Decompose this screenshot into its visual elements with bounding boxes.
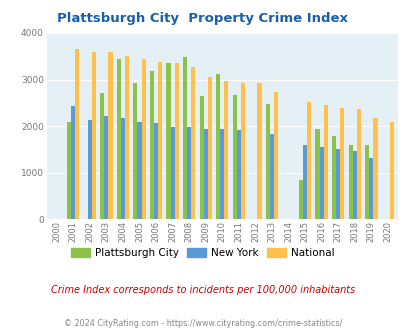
Bar (273, 92, 277, 219)
Text: © 2024 CityRating.com - https://www.cityrating.com/crime-statistics/: © 2024 CityRating.com - https://www.city… (64, 319, 341, 328)
Bar (215, 74, 220, 219)
Bar (265, 104, 269, 219)
Bar (257, 83, 261, 219)
Bar (199, 96, 203, 219)
Bar (335, 149, 339, 219)
Bar (236, 130, 240, 219)
Legend: Plattsburgh City, New York, National: Plattsburgh City, New York, National (67, 244, 338, 262)
Bar (170, 127, 174, 219)
Bar (220, 129, 224, 219)
Bar (389, 121, 393, 219)
Bar (191, 67, 195, 219)
Bar (92, 52, 96, 219)
Bar (369, 158, 373, 219)
Bar (373, 118, 377, 219)
Text: Plattsburgh City  Property Crime Index: Plattsburgh City Property Crime Index (58, 12, 347, 24)
Bar (348, 145, 352, 219)
Bar (315, 129, 319, 219)
Bar (339, 108, 343, 219)
Bar (187, 127, 191, 219)
Bar (71, 106, 75, 219)
Bar (240, 83, 245, 219)
Bar (224, 82, 228, 219)
Bar (158, 62, 162, 219)
Bar (302, 145, 307, 219)
Bar (141, 59, 145, 219)
Bar (116, 59, 121, 219)
Bar (364, 145, 369, 219)
Bar (67, 121, 71, 219)
Bar (125, 56, 129, 219)
Bar (100, 93, 104, 219)
Bar (323, 105, 327, 219)
Bar (166, 63, 170, 219)
Bar (108, 52, 112, 219)
Bar (298, 180, 302, 219)
Bar (203, 129, 207, 219)
Bar (232, 94, 236, 219)
Bar (149, 71, 153, 219)
Bar (104, 116, 108, 219)
Bar (174, 63, 178, 219)
Bar (319, 147, 323, 219)
Bar (87, 120, 92, 219)
Bar (121, 118, 125, 219)
Bar (137, 121, 141, 219)
Text: Crime Index corresponds to incidents per 100,000 inhabitants: Crime Index corresponds to incidents per… (51, 285, 354, 295)
Bar (207, 77, 211, 219)
Bar (356, 109, 360, 219)
Bar (352, 151, 356, 219)
Bar (75, 49, 79, 219)
Bar (331, 136, 335, 219)
Bar (183, 57, 187, 219)
Bar (269, 134, 273, 219)
Bar (133, 83, 137, 219)
Bar (307, 102, 311, 219)
Bar (153, 123, 158, 219)
